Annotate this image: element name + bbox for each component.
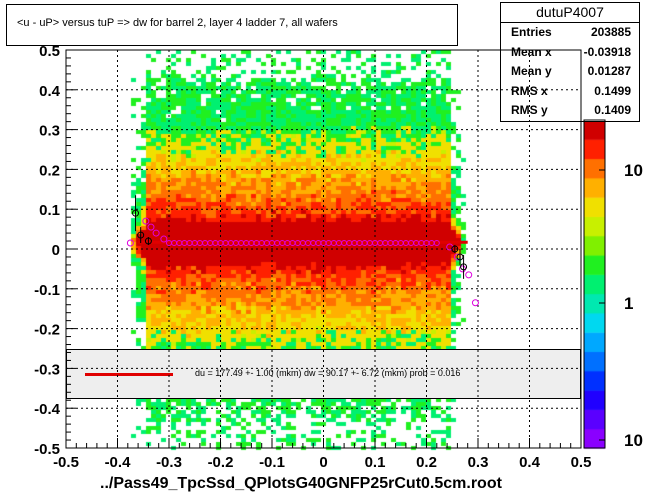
profile-point (152, 229, 160, 237)
profile-point (147, 223, 155, 231)
y-tick-label: -0.2 (34, 322, 60, 339)
x-tick-label: 0 (319, 454, 327, 471)
stats-box: dutuP4007 Entries 203885 Mean x -0.03918… (500, 2, 640, 122)
plot-frame (65, 49, 582, 449)
colorbar-frame (583, 119, 606, 449)
x-tick-label: 0.3 (468, 454, 489, 471)
profile-point (456, 253, 464, 261)
stats-name: dutuP4007 (501, 3, 639, 23)
fit-legend-line (85, 373, 173, 376)
profile-point (144, 237, 152, 245)
y-tick-label: -0.3 (34, 361, 60, 378)
colorbar-label: 10 (624, 431, 643, 450)
profile-point (451, 245, 459, 253)
profile-point (465, 271, 473, 279)
plot-title: <u - uP> versus tuP => dw for barrel 2, … (17, 17, 338, 29)
y-tick-label: 0 (52, 242, 60, 259)
profile-point (433, 240, 440, 247)
y-tick-label: -0.4 (34, 401, 61, 418)
y-tick-label: 0.4 (39, 83, 61, 100)
x-tick-label: -0.4 (105, 454, 132, 471)
x-tick-label: -0.3 (156, 454, 182, 471)
stats-row-entries: Entries 203885 (501, 23, 639, 43)
x-axis-title: ../Pass49_TpcSsd_QPlotsG40GNFP25rCut0.5c… (100, 475, 502, 492)
stats-label: Entries (511, 25, 552, 39)
fit-result-text: du = 177.49 +- 1.00 (mkm) dw = 90.17 +- … (195, 368, 461, 378)
y-tick-label: 0.2 (39, 162, 60, 179)
stats-value: 203885 (590, 25, 631, 39)
x-tick-label: -0.1 (259, 454, 285, 471)
stats-row-mean-y: Mean y 0.01287 (501, 62, 639, 82)
y-tick-label: -0.5 (34, 441, 60, 458)
x-tick-label: -0.2 (208, 454, 234, 471)
profile-point (471, 299, 479, 307)
y-tick-label: 0.3 (39, 123, 60, 140)
stats-label: Mean x (511, 44, 552, 59)
plot-title-box: <u - uP> versus tuP => dw for barrel 2, … (6, 4, 458, 46)
x-tick-label: 0.1 (365, 454, 386, 471)
colorbar-label: 10 (624, 161, 643, 180)
colorbar-label: 1 (624, 294, 633, 313)
profile-point (126, 239, 134, 247)
stats-value: 0.1409 (594, 103, 631, 117)
profile-point (460, 263, 468, 271)
profile-point (160, 235, 168, 243)
y-tick-label: 0.1 (39, 202, 60, 219)
x-tick-label: 0.2 (416, 454, 437, 471)
y-tick-label: 0.5 (39, 43, 60, 60)
stats-value: 0.01287 (587, 64, 631, 78)
profile-point (137, 231, 145, 239)
stats-value: 0.1499 (594, 83, 631, 98)
y-tick-label: -0.1 (34, 282, 60, 299)
profile-point (132, 209, 140, 217)
stats-label: Mean y (511, 64, 552, 78)
x-tick-label: -0.5 (53, 454, 79, 471)
profile-point (142, 217, 150, 225)
stats-value: -0.03918 (583, 44, 631, 59)
x-tick-label: 0.4 (519, 454, 541, 471)
stats-row-mean-x: Mean x -0.03918 (501, 43, 639, 63)
x-tick-label: 0.5 (571, 454, 592, 471)
